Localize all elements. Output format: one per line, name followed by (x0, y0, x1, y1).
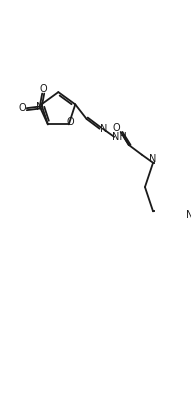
Text: NH: NH (112, 132, 127, 142)
Text: O: O (113, 123, 120, 133)
Text: O: O (40, 84, 48, 94)
Text: N: N (100, 124, 107, 134)
Text: N: N (149, 154, 157, 164)
Text: O: O (18, 103, 26, 113)
Text: N: N (36, 101, 43, 112)
Text: N: N (186, 210, 191, 221)
Text: O: O (67, 117, 74, 127)
